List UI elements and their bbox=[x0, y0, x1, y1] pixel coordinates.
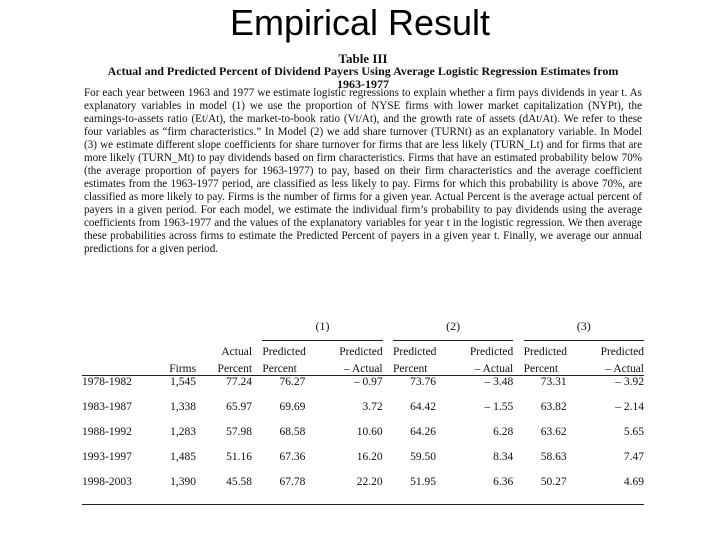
cell-period: 1978-1982 bbox=[82, 376, 132, 388]
table-caption: Table III Actual and Predicted Percent o… bbox=[80, 52, 646, 91]
cell-m3-pred: 50.27 bbox=[523, 476, 584, 505]
cell-m3-diff: – 3.92 bbox=[615, 376, 644, 388]
cell-firms: 1,485 bbox=[170, 451, 197, 463]
header-row-1: Actual Predicted Predicted Predicted Pre… bbox=[82, 341, 644, 358]
cell-firms: 1,283 bbox=[170, 426, 197, 438]
table-row: 1993-1997 1,485 51.16 67.36 16.20 59.50 … bbox=[82, 451, 644, 476]
cell-period: 1993-1997 bbox=[82, 451, 132, 463]
table-row: 1988-1992 1,283 57.98 68.58 10.60 64.26 … bbox=[82, 426, 644, 451]
cell-actual: 51.16 bbox=[226, 451, 253, 463]
header-m2-predicted-diff: Predicted bbox=[469, 346, 514, 358]
cell-m1-diff: 22.20 bbox=[322, 476, 383, 505]
table-row: 1998-2003 1,390 45.58 67.78 22.20 51.95 … bbox=[82, 476, 644, 505]
model-1-label: (1) bbox=[315, 319, 330, 333]
header-m1-predicted: Predicted bbox=[262, 346, 306, 358]
header-m1-percent: Percent bbox=[262, 358, 323, 376]
cell-m2-pred: 59.50 bbox=[410, 451, 436, 463]
header-m1-minus-actual: – Actual bbox=[322, 358, 383, 376]
cell-actual: 77.24 bbox=[226, 376, 253, 388]
cell-m3-pred: 63.82 bbox=[540, 401, 567, 413]
header-m2-predicted: Predicted bbox=[393, 346, 437, 358]
cell-firms: 1,545 bbox=[170, 376, 197, 388]
header-m3-minus-actual: – Actual bbox=[583, 358, 644, 376]
cell-m1-pred: 76.27 bbox=[279, 376, 306, 388]
cell-period: 1983-1987 bbox=[82, 401, 132, 413]
table-title-line2: 1963-1977 bbox=[337, 77, 389, 91]
cell-period: 1988-1992 bbox=[82, 426, 132, 438]
cell-m3-diff: – 2.14 bbox=[615, 401, 644, 413]
cell-firms: 1,390 bbox=[148, 476, 197, 505]
cell-m3-pred: 73.31 bbox=[540, 376, 567, 388]
cell-m2-diff: 6.28 bbox=[493, 426, 514, 438]
cell-m2-diff: 8.34 bbox=[493, 451, 514, 463]
cell-firms: 1,338 bbox=[170, 401, 197, 413]
results-table: (1) (2) (3) Actual Predicted Predicted P… bbox=[82, 314, 644, 505]
cell-m2-diff: – 3.48 bbox=[484, 376, 514, 388]
cell-m1-diff: – 0.97 bbox=[353, 376, 383, 388]
cell-m3-pred: 63.62 bbox=[540, 426, 567, 438]
header-m3-percent: Percent bbox=[523, 358, 584, 376]
table-title-line1: Actual and Predicted Percent of Dividend… bbox=[107, 64, 619, 78]
header-actual: Actual bbox=[221, 346, 253, 358]
header-actual-percent: Percent bbox=[196, 358, 253, 376]
table-number: Table III bbox=[338, 51, 388, 66]
cell-actual: 57.98 bbox=[226, 426, 253, 438]
cell-m1-pred: 69.69 bbox=[279, 401, 306, 413]
header-firms: Firms bbox=[148, 358, 197, 376]
cell-actual: 65.97 bbox=[226, 401, 253, 413]
model-3-label: (3) bbox=[576, 319, 591, 333]
cell-m1-diff: 3.72 bbox=[362, 401, 383, 413]
cell-m2-pred: 64.42 bbox=[410, 401, 436, 413]
header-m3-predicted-diff: Predicted bbox=[600, 346, 644, 358]
table-row: 1983-1987 1,338 65.97 69.69 3.72 64.42 –… bbox=[82, 401, 644, 426]
cell-actual: 45.58 bbox=[196, 476, 253, 505]
cell-m1-pred: 67.78 bbox=[262, 476, 323, 505]
cell-m3-diff: 7.47 bbox=[623, 451, 644, 463]
cell-m3-diff: 5.65 bbox=[623, 426, 644, 438]
cell-m2-pred: 64.26 bbox=[410, 426, 436, 438]
cell-m2-pred: 73.76 bbox=[410, 376, 436, 388]
model-2-label: (2) bbox=[446, 319, 461, 333]
cell-m1-pred: 67.36 bbox=[279, 451, 306, 463]
cell-m2-diff: 6.36 bbox=[453, 476, 514, 505]
cell-m2-pred: 51.95 bbox=[393, 476, 454, 505]
cell-m1-diff: 16.20 bbox=[356, 451, 383, 463]
table-row: 1978-1982 1,545 77.24 76.27 – 0.97 73.76… bbox=[82, 376, 644, 402]
cell-m2-diff: – 1.55 bbox=[484, 401, 514, 413]
model-header-row: (1) (2) (3) bbox=[82, 314, 644, 334]
table-note: For each year between 1963 and 1977 we e… bbox=[84, 87, 642, 255]
cell-m3-pred: 58.63 bbox=[540, 451, 567, 463]
header-row-2: Firms Percent Percent – Actual Percent –… bbox=[82, 358, 644, 376]
header-m1-predicted-diff: Predicted bbox=[339, 346, 383, 358]
cell-period: 1998-2003 bbox=[82, 476, 149, 505]
slide-title: Empirical Result bbox=[229, 2, 491, 43]
cell-m1-pred: 68.58 bbox=[279, 426, 306, 438]
model-rule-row bbox=[82, 334, 644, 341]
header-m3-predicted: Predicted bbox=[523, 346, 568, 358]
cell-m3-diff: 4.69 bbox=[583, 476, 644, 505]
cell-m1-diff: 10.60 bbox=[356, 426, 383, 438]
header-m2-minus-actual: – Actual bbox=[453, 358, 514, 376]
header-m2-percent: Percent bbox=[393, 358, 454, 376]
